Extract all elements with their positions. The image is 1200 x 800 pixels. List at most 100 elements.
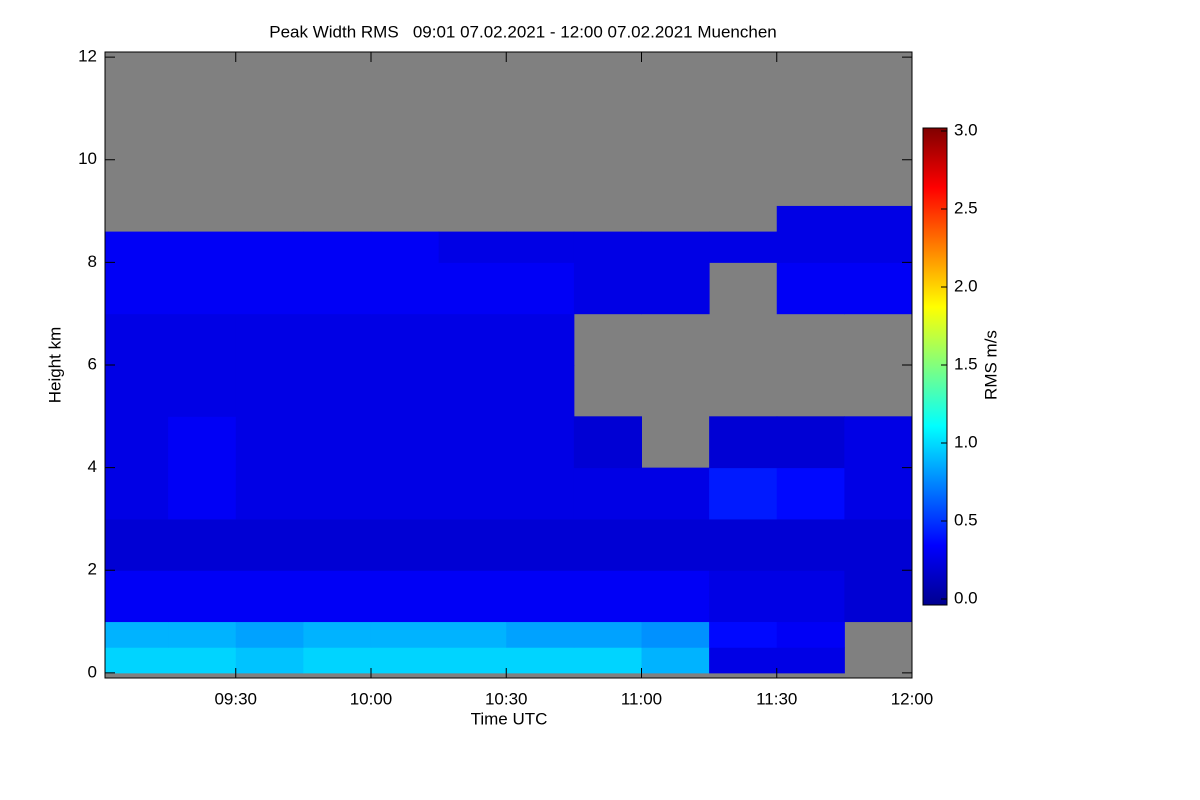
heatmap-cell [776, 647, 845, 674]
heatmap-cell [235, 621, 304, 648]
heatmap-cell [168, 365, 237, 417]
heatmap-cell [776, 262, 845, 315]
heatmap-cell [235, 416, 304, 469]
heatmap-cell [303, 647, 372, 674]
heatmap-cell [573, 231, 642, 263]
heatmap-cell [573, 416, 642, 469]
heatmap-cell [105, 416, 169, 469]
heatmap-cell [105, 570, 169, 623]
heatmap-cell [573, 621, 642, 648]
heatmap-cell [303, 231, 372, 263]
heatmap-cell [370, 313, 440, 366]
heatmap-cell [168, 231, 237, 263]
heatmap-cell [776, 416, 845, 469]
heatmap-cell [370, 647, 440, 674]
heatmap-cell [844, 467, 913, 520]
colorbar-tick-label: 0.0 [954, 588, 978, 607]
heatmap-cell [438, 518, 507, 571]
heatmap-cell [370, 262, 440, 315]
heatmap-cell [506, 621, 575, 648]
colorbar-label: RMS m/s [981, 330, 1000, 400]
heatmap-cell [709, 570, 778, 623]
heatmap-cell [573, 467, 642, 520]
heatmap-cell [844, 518, 913, 571]
heatmap-cell [168, 570, 237, 623]
heatmap-cell [370, 467, 440, 520]
heatmap-cell [438, 416, 507, 469]
heatmap-cell [641, 231, 710, 263]
heatmap-cell [303, 467, 372, 520]
heatmap-cell [235, 467, 304, 520]
heatmap-cell [438, 647, 507, 674]
y-tick-label: 2 [88, 560, 97, 579]
y-axis-label: Height km [45, 327, 64, 404]
heatmap-cell [105, 621, 169, 648]
heatmap-cell [776, 231, 845, 263]
heatmap-cell [438, 621, 507, 648]
heatmap-cell [235, 570, 304, 623]
y-tick-label: 10 [78, 149, 97, 168]
heatmap-cell [168, 647, 237, 674]
x-tick-label: 10:30 [485, 689, 528, 708]
heatmap-cell [370, 570, 440, 623]
colorbar [922, 127, 948, 606]
heatmap [105, 205, 913, 674]
heatmap-cell [844, 570, 913, 623]
heatmap-cell [303, 262, 372, 315]
heatmap-cell [303, 518, 372, 571]
heatmap-cell [506, 647, 575, 674]
y-tick-label: 4 [88, 457, 97, 476]
heatmap-cell [235, 647, 304, 674]
x-tick-label: 11:30 [756, 689, 797, 708]
heatmap-cell [506, 570, 575, 623]
colorbar-tick-label: 2.0 [954, 276, 978, 295]
heatmap-cell [506, 416, 575, 469]
heatmap-cell [303, 365, 372, 417]
heatmap-cell [438, 570, 507, 623]
heatmap-cell [776, 205, 845, 233]
x-tick-label: 12:00 [891, 689, 934, 708]
heatmap-cell [709, 647, 778, 674]
heatmap-cell [105, 365, 169, 417]
heatmap-cell [844, 205, 913, 233]
x-axis-label: Time UTC [471, 709, 548, 728]
heatmap-cell [235, 262, 304, 315]
heatmap-cell [844, 416, 913, 469]
heatmap-cell [168, 313, 237, 366]
heatmap-cell [709, 231, 778, 263]
colorbar-tick-label: 3.0 [954, 120, 978, 139]
heatmap-cell [641, 647, 710, 674]
heatmap-cell [506, 231, 575, 263]
heatmap-cell [235, 313, 304, 366]
heatmap-cell [573, 262, 642, 315]
heatmap-cell [168, 621, 237, 648]
heatmap-cell [235, 231, 304, 263]
x-tick-label: 10:00 [350, 689, 393, 708]
heatmap-cell [506, 313, 575, 366]
heatmap-cell [370, 231, 440, 263]
heatmap-cell [776, 467, 845, 520]
heatmap-cell [709, 467, 778, 520]
heatmap-cell [438, 467, 507, 520]
heatmap-cell [776, 518, 845, 571]
heatmap-cell [168, 467, 237, 520]
heatmap-cell [641, 262, 710, 315]
heatmap-cell [235, 365, 304, 417]
heatmap-cell [168, 416, 237, 469]
y-tick-label: 8 [88, 252, 97, 271]
heatmap-cell [776, 570, 845, 623]
heatmap-cell [303, 570, 372, 623]
heatmap-cell [709, 518, 778, 571]
heatmap-cell [438, 365, 507, 417]
heatmap-cell [370, 416, 440, 469]
x-tick-label: 09:30 [214, 689, 257, 708]
x-tick-label: 11:00 [621, 689, 662, 708]
colorbar-tick-label: 1.0 [954, 432, 978, 451]
heatmap-cell [709, 621, 778, 648]
heatmap-cell [641, 621, 710, 648]
heatmap-cell [573, 647, 642, 674]
heatmap-cell [438, 262, 507, 315]
chart-title: Peak Width RMS 09:01 07.02.2021 - 12:00 … [269, 22, 777, 41]
